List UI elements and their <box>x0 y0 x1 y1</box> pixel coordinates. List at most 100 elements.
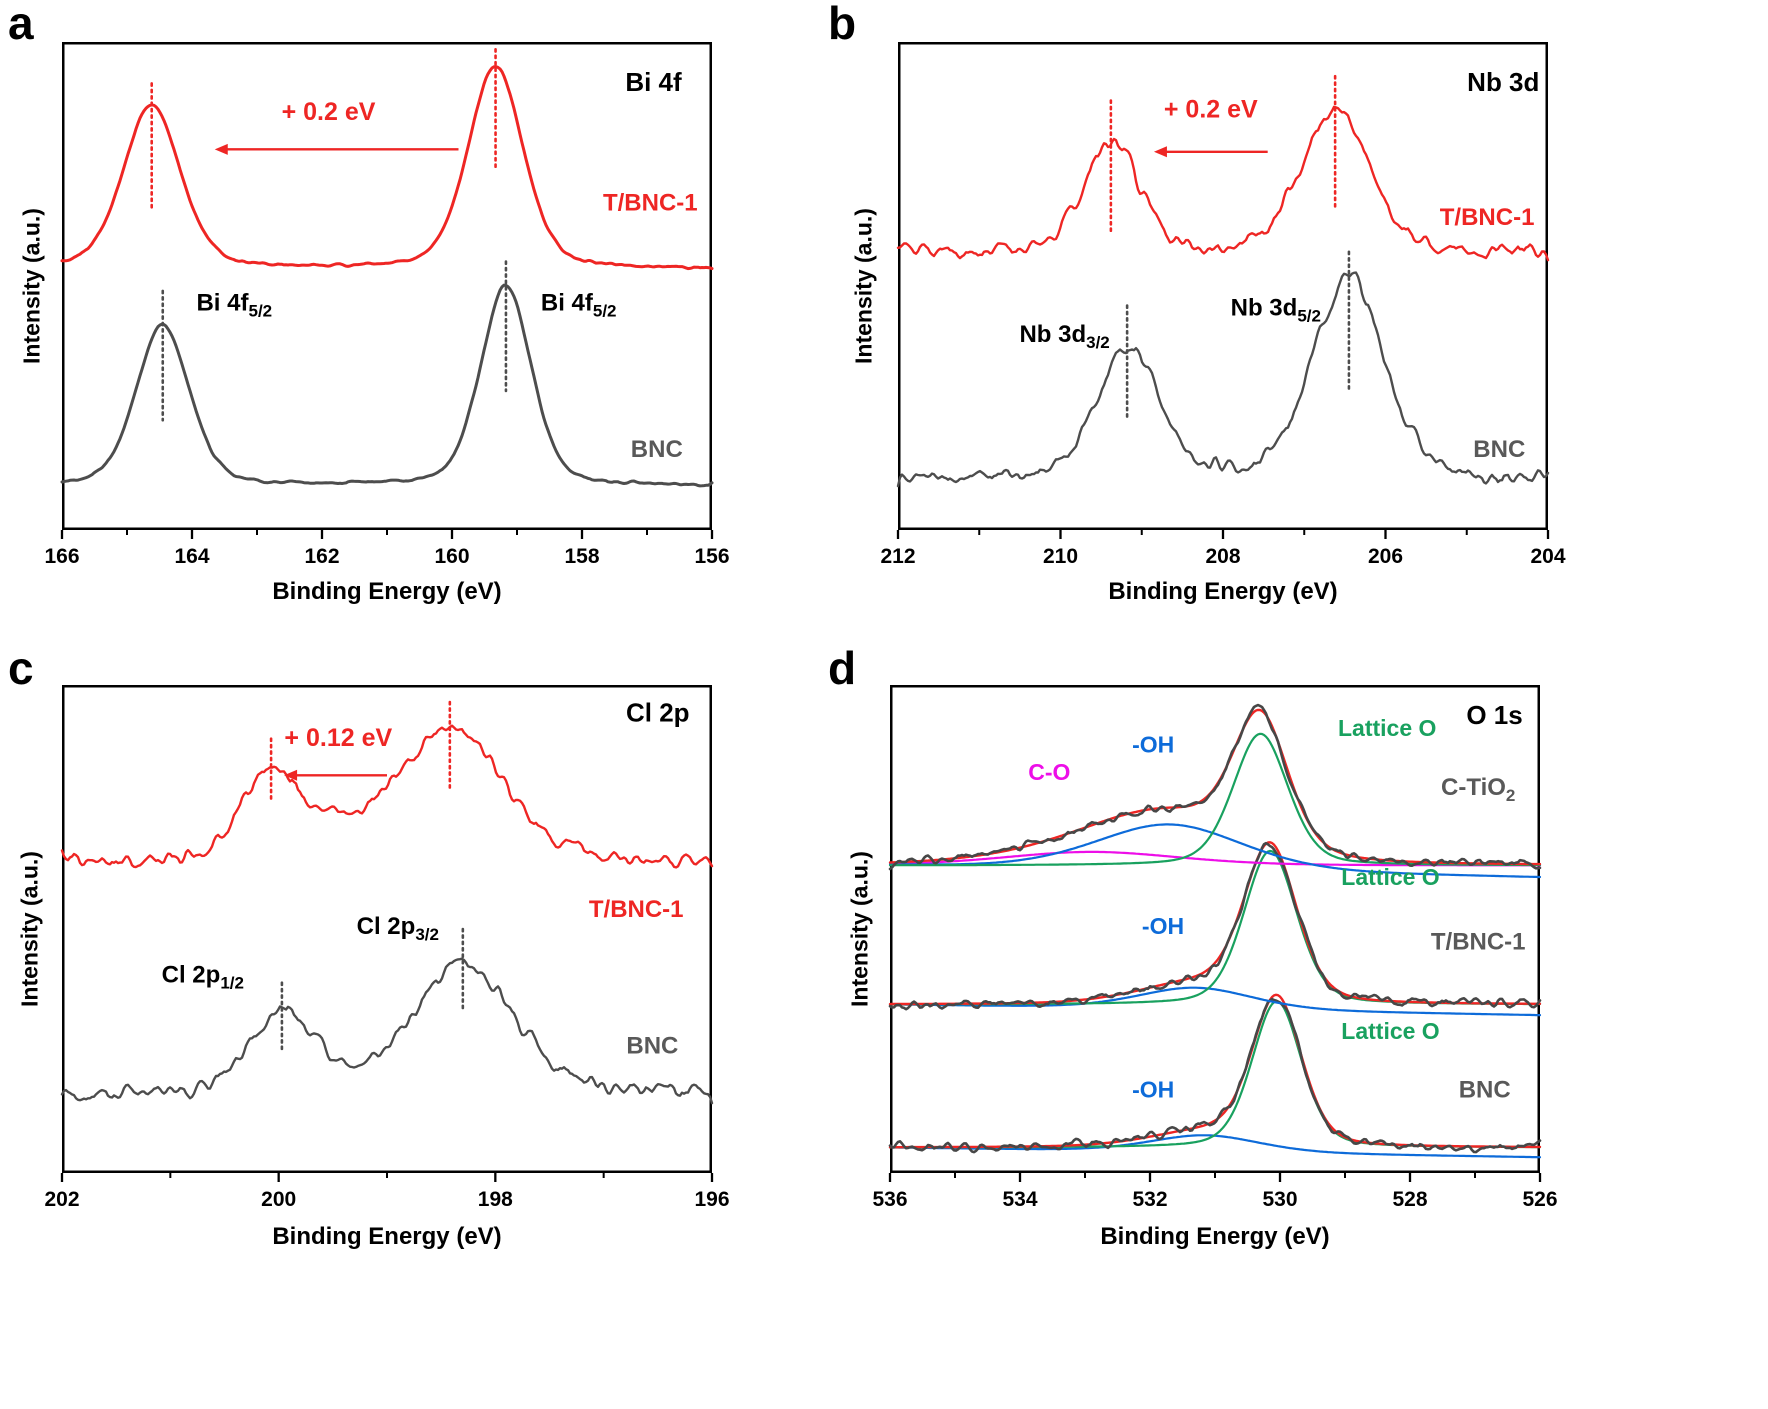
annotation-text: Bi 4f5/2 <box>196 289 272 320</box>
plot-labels: C-O -OH Lattice O C-TiO2 Lattice O -OH T/BNC-1… <box>1028 700 1525 1103</box>
series-T/BNC-1 data <box>888 841 1542 1011</box>
series-group <box>896 105 1550 488</box>
annotation-text: BNC <box>631 436 683 463</box>
svg-text:158: 158 <box>564 545 599 568</box>
plot-labels: + 0.12 eV Cl 2p1/2 Cl 2p3/2 T/BNC-1 BNC Cl 2p <box>162 698 690 1060</box>
panel-letter-b: b <box>828 0 857 49</box>
series-group <box>60 724 714 1105</box>
series-T/BNC-1 <box>896 105 1550 262</box>
svg-text:212: 212 <box>880 545 915 568</box>
x-axis-label-c: Binding Energy (eV) <box>272 1223 502 1250</box>
x-axis-ticks: 166 164 162 160 158 156 <box>44 530 730 568</box>
svg-text:208: 208 <box>1205 545 1240 568</box>
svg-text:210: 210 <box>1043 545 1078 568</box>
annotation-text: Nb 3d5/2 <box>1231 294 1321 325</box>
svg-text:160: 160 <box>434 545 469 568</box>
svg-text:166: 166 <box>44 545 79 568</box>
plot-title: Nb 3d <box>1467 67 1539 97</box>
annotation-text: Lattice O <box>1341 864 1439 890</box>
plot-labels: + 0.2 eV Nb 3d3/2 Nb 3d5/2 T/BNC-1 BNC Nb 3d <box>1019 67 1539 463</box>
svg-text:202: 202 <box>44 1188 79 1211</box>
annotation-text: Nb 3d3/2 <box>1019 321 1109 352</box>
annotation-text: BNC <box>1459 1076 1511 1103</box>
annotation-text: T/BNC-1 <box>1440 204 1535 231</box>
x-axis-ticks: 536 534 532 530 528 526 <box>872 1173 1558 1211</box>
plot-title: Bi 4f <box>625 67 682 97</box>
panel-letter-a: a <box>8 0 34 49</box>
series-BNC envelope <box>888 993 1542 1149</box>
axis-frame <box>898 42 1548 530</box>
plot-title: Cl 2p <box>626 698 690 728</box>
shift-arrows <box>1153 146 1268 158</box>
y-axis-label-b: Intensity (a.u.) <box>850 208 877 364</box>
annotation-text: C-O <box>1028 759 1070 785</box>
plot-area-c: 202 200 198 196 + 0.12 eV Cl 2p1/2 Cl 2p3/2 T/B… <box>44 685 730 1211</box>
plot-area-b: 212 210 208 206 204 + 0.2 eV Nb 3d3/2 Nb 3d5/2 T… <box>880 42 1566 568</box>
annotation-text: T/BNC-1 <box>603 189 698 216</box>
plot-area-a: 166 164 162 160 158 156 + 0.2 eV Bi 4f5/2 Bi 4f5… <box>44 42 730 568</box>
annotation-text: + 0.12 eV <box>284 724 392 752</box>
peak-guides <box>150 48 508 422</box>
shift-arrows <box>284 769 387 781</box>
y-axis-label-c: Intensity (a.u.) <box>16 851 43 1007</box>
plot-title: O 1s <box>1466 700 1522 730</box>
annotation-text: + 0.2 eV <box>282 98 376 126</box>
annotation-text: BNC <box>626 1032 678 1059</box>
annotation-text: -OH <box>1132 731 1174 757</box>
panel-c: c Intensity (a.u.) 202 200 198 196 + 0.12 eV… <box>0 645 820 1409</box>
annotation-text: -OH <box>1142 913 1184 939</box>
svg-text:164: 164 <box>174 545 209 568</box>
series-group <box>60 65 714 488</box>
series-BNC <box>896 271 1550 488</box>
panel-letter-c: c <box>8 642 34 694</box>
svg-text:196: 196 <box>694 1188 729 1211</box>
annotation-text: C-TiO2 <box>1441 774 1515 805</box>
series-BNC data <box>888 997 1542 1154</box>
plot-labels: + 0.2 eV Bi 4f5/2 Bi 4f5/2 T/BNC-1 BNC Bi 4f <box>196 67 697 463</box>
x-axis-ticks: 212 210 208 206 204 <box>880 530 1566 568</box>
annotation-text: T/BNC-1 <box>589 896 684 923</box>
annotation-text: + 0.2 eV <box>1164 96 1258 124</box>
axis-frame <box>890 685 1540 1173</box>
svg-text:530: 530 <box>1262 1188 1297 1211</box>
annotation-text: Bi 4f5/2 <box>541 289 617 320</box>
series-group <box>888 703 1542 1159</box>
shift-arrows <box>214 143 459 155</box>
x-axis-label-b: Binding Energy (eV) <box>1108 578 1338 605</box>
series-BNC <box>60 283 714 488</box>
series-T/BNC-1 <box>60 724 714 869</box>
svg-text:156: 156 <box>694 545 729 568</box>
annotation-text: -OH <box>1132 1076 1174 1102</box>
svg-text:198: 198 <box>478 1188 513 1211</box>
series-T/BNC-1 <box>60 65 714 271</box>
x-axis-label-d: Binding Energy (eV) <box>1100 1223 1330 1250</box>
panel-letter-d: d <box>828 642 857 694</box>
annotation-text: BNC <box>1473 436 1525 463</box>
plot-area-d: 536 534 532 530 528 526 C-O -OH Lattice O C-TiO2 L… <box>872 685 1558 1211</box>
axis-frame <box>62 42 712 530</box>
svg-text:528: 528 <box>1392 1188 1427 1211</box>
panel-a: a Intensity (a.u.) 166 164 162 160 158 156 + 0… <box>0 0 820 645</box>
axis-frame <box>62 685 712 1173</box>
y-axis-label-a: Intensity (a.u.) <box>18 208 45 364</box>
series-BNC <box>60 957 714 1105</box>
annotation-text: Cl 2p3/2 <box>357 913 439 944</box>
svg-text:200: 200 <box>261 1188 296 1211</box>
series-C-TiO2 -OH <box>888 823 1542 879</box>
annotation-text: Lattice O <box>1341 1018 1439 1044</box>
series-T/BNC-1 -OH <box>888 986 1542 1017</box>
x-axis-label-a: Binding Energy (eV) <box>272 578 502 605</box>
series-C-TiO2 data <box>888 703 1542 871</box>
y-axis-label-d: Intensity (a.u.) <box>846 851 873 1007</box>
svg-text:536: 536 <box>872 1188 907 1211</box>
annotation-text: Lattice O <box>1338 715 1436 741</box>
svg-text:162: 162 <box>304 545 339 568</box>
panel-b: b Intensity (a.u.) 212 210 208 206 204 + 0.2 … <box>820 0 1768 645</box>
peak-guides <box>269 700 465 1053</box>
svg-text:534: 534 <box>1002 1188 1037 1211</box>
x-axis-ticks: 202 200 198 196 <box>44 1173 730 1211</box>
annotation-text: Cl 2p1/2 <box>162 962 244 993</box>
svg-text:204: 204 <box>1530 545 1565 568</box>
annotation-text: T/BNC-1 <box>1431 929 1526 956</box>
